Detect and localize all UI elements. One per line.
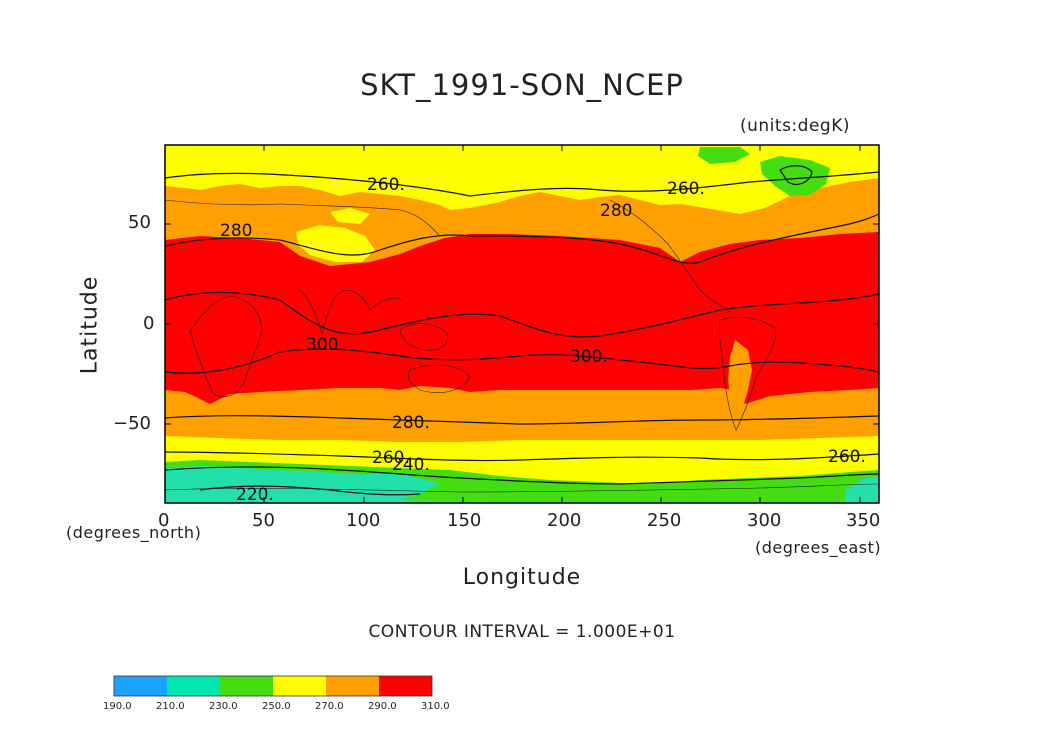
colorbar-label: 190.0 (103, 701, 132, 712)
colorbar-swatch (220, 676, 273, 696)
contour-label: 280 (600, 201, 632, 221)
contour-260-north (165, 171, 879, 197)
contour-interval-note: CONTOUR INTERVAL = 1.000E+01 (368, 622, 676, 642)
coastline-south-asia (299, 289, 403, 336)
chart-title: SKT_1991-SON_NCEP (360, 68, 684, 102)
colorbar-frame (113, 675, 433, 697)
coastline-antarctica (165, 483, 879, 493)
x-tick-label: 200 (547, 510, 582, 531)
x-tick-label: 300 (747, 510, 782, 531)
contour-220-south (199, 485, 421, 496)
colorbar-label: 230.0 (209, 701, 238, 712)
colorbar-swatch (273, 676, 326, 696)
x-tick-label: 50 (252, 510, 275, 531)
contour-labels: 260. 260. 280 280 300. 300. 280. 260. 24… (220, 175, 866, 505)
y-tick-label: 0 (143, 313, 155, 334)
y-tick-label: −50 (113, 413, 151, 434)
coastline-eurasia (165, 199, 441, 237)
colorbar-label: 310.0 (421, 701, 450, 712)
band-250-270-mongolia (330, 208, 370, 224)
colorbar-swatch (326, 676, 379, 696)
coastlines (165, 199, 879, 493)
contour-label: 240. (392, 455, 430, 475)
colorbar-label: 250.0 (262, 701, 291, 712)
colorbar-label: 270.0 (315, 701, 344, 712)
band-250-270-north (165, 145, 879, 214)
x-tick-label: 350 (846, 510, 881, 531)
coastline-maritime (399, 323, 448, 351)
contour-label: 280 (220, 221, 252, 241)
contour-label: 300. (306, 335, 344, 355)
coastline-africa (189, 295, 263, 398)
contour-lines (165, 165, 879, 496)
band-270-290-andes (728, 340, 752, 420)
contour-240-south (165, 466, 879, 485)
colorbar-label: 210.0 (156, 701, 185, 712)
x-tick-label: 150 (447, 510, 482, 531)
colorbar-label: 290.0 (368, 701, 397, 712)
y-tick-label: 50 (128, 212, 151, 233)
colorbar-swatch (167, 676, 220, 696)
coastline-north-america (609, 199, 731, 313)
coastline-australia (408, 364, 471, 393)
y-axis-unit: (degrees_north) (66, 523, 202, 542)
temperature-field (165, 145, 879, 503)
contour-280-south (165, 415, 879, 425)
colorbar (113, 675, 433, 697)
band-210-230-antarctic-east (845, 476, 879, 503)
contour-greenland (779, 165, 813, 185)
units-label: (units:degK) (740, 116, 850, 136)
contour-300-north (165, 291, 879, 338)
contour-label: 220. (236, 485, 274, 505)
x-ticks (164, 145, 861, 503)
x-axis-label: Longitude (462, 565, 582, 590)
colorbar-swatch (379, 676, 432, 696)
contour-label: 280. (392, 413, 430, 433)
contour-label: 260. (828, 447, 866, 467)
colorbar-swatch (114, 676, 167, 696)
band-250-270-tibet (296, 225, 375, 262)
band-290-310 (165, 232, 879, 404)
band-230-250-greenland (760, 156, 830, 196)
contour-label: 260. (372, 448, 410, 468)
x-tick-label: 100 (346, 510, 381, 531)
contour-260-south (165, 451, 879, 462)
y-ticks (165, 223, 879, 425)
x-tick-label: 0 (158, 510, 170, 531)
contour-280-north (165, 213, 879, 264)
contour-label: 260. (367, 175, 405, 195)
band-230-250-arctic (698, 147, 750, 164)
contour-300-south (165, 348, 879, 374)
coastline-south-america (718, 316, 776, 431)
x-axis-unit: (degrees_east) (755, 538, 882, 557)
contour-label: 300. (570, 347, 608, 367)
x-tick-label: 250 (647, 510, 682, 531)
contour-label: 260. (667, 179, 705, 199)
